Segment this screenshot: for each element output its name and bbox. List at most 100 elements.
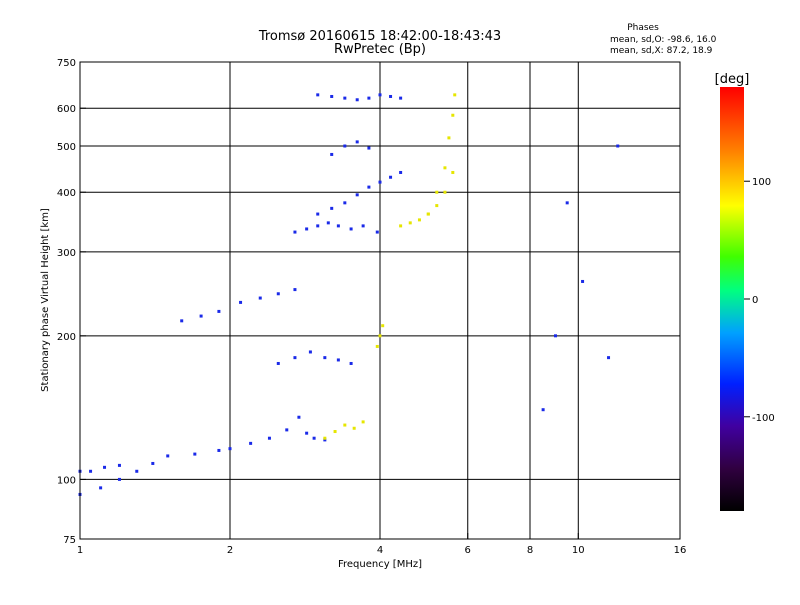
data-point	[239, 300, 243, 304]
x-tick-label: 8	[527, 545, 533, 556]
data-point	[276, 361, 280, 365]
data-point	[352, 426, 356, 430]
data-point	[343, 423, 347, 427]
data-point	[166, 454, 170, 458]
data-point	[451, 113, 455, 117]
data-point	[316, 224, 320, 228]
data-point	[228, 447, 232, 451]
data-point	[349, 227, 353, 231]
x-tick-label: 2	[227, 545, 233, 556]
x-tick-label: 4	[377, 545, 383, 556]
y-axis-label: Stationary phase Virtual Height [km]	[40, 208, 51, 392]
x-tick-label: 1	[77, 545, 83, 556]
data-point	[389, 94, 393, 98]
phases-stat-x: mean, sd,X: 87.2, 18.9	[610, 46, 713, 56]
data-point	[408, 221, 412, 225]
data-point	[293, 356, 297, 360]
data-point	[180, 319, 184, 323]
data-point	[293, 230, 297, 234]
data-point	[553, 334, 557, 338]
data-point	[355, 140, 359, 144]
data-point	[361, 224, 365, 228]
data-point	[443, 166, 447, 170]
y-tick-label: 75	[63, 535, 76, 546]
y-tick-label: 600	[57, 104, 76, 115]
data-point	[267, 436, 271, 440]
y-tick-label: 400	[57, 188, 76, 199]
colorbar-label: [deg]	[715, 72, 750, 87]
data-point	[389, 175, 393, 179]
x-tick-label: 10	[572, 545, 585, 556]
data-point	[361, 420, 365, 424]
data-point	[381, 324, 385, 328]
phases-header: Phases	[627, 23, 659, 33]
data-point	[316, 212, 320, 216]
data-point	[399, 224, 403, 228]
data-point	[333, 430, 337, 434]
data-point	[399, 170, 403, 174]
data-point	[343, 144, 347, 148]
y-tick-label: 300	[57, 248, 76, 259]
grid-lines	[80, 62, 680, 539]
data-point	[316, 93, 320, 97]
data-point	[117, 463, 121, 467]
data-point	[258, 296, 262, 300]
data-point	[336, 358, 340, 362]
data-point	[443, 190, 447, 194]
data-point	[378, 180, 382, 184]
data-point	[378, 334, 382, 338]
data-point	[343, 96, 347, 100]
data-point	[355, 98, 359, 102]
data-point	[451, 170, 455, 174]
data-point	[151, 461, 155, 465]
data-point	[367, 96, 371, 100]
data-point	[117, 477, 121, 481]
data-point	[323, 438, 327, 442]
data-point	[297, 415, 301, 419]
data-point	[336, 224, 340, 228]
data-point	[330, 206, 334, 210]
x-axis-ticks: 1 2 4 6 8 10 16	[77, 533, 687, 556]
data-point	[581, 279, 585, 283]
colorbar-tick-label: -100	[752, 413, 775, 424]
data-point	[607, 356, 611, 360]
data-point	[355, 193, 359, 197]
data-point	[276, 292, 280, 296]
data-point	[349, 361, 353, 365]
data-point	[217, 448, 221, 452]
x-tick-label: 16	[674, 545, 687, 556]
colorbar-tick-label: 100	[752, 177, 771, 188]
y-tick-label: 100	[57, 475, 76, 486]
chart-subtitle: RwPretec (Bp)	[334, 42, 426, 57]
data-point	[565, 201, 569, 205]
y-tick-label: 200	[57, 332, 76, 343]
data-point	[375, 344, 379, 348]
data-point	[99, 486, 103, 490]
data-point	[330, 152, 334, 156]
colorbar-ticks: 100 0 -100	[744, 177, 775, 424]
data-point	[199, 314, 203, 318]
colorbar-tick-label: 0	[752, 295, 758, 306]
data-point	[435, 190, 439, 194]
data-point	[399, 96, 403, 100]
colorbar	[720, 87, 744, 511]
x-axis-label: Frequency [MHz]	[338, 559, 422, 570]
data-point	[447, 136, 451, 140]
data-point	[135, 469, 139, 473]
x-tick-label: 6	[465, 545, 471, 556]
data-point	[616, 144, 620, 148]
y-tick-label: 750	[57, 58, 76, 69]
y-tick-label: 500	[57, 142, 76, 153]
data-point	[305, 431, 309, 435]
data-point	[417, 218, 421, 222]
data-point	[103, 465, 107, 469]
data-point	[323, 436, 327, 440]
data-point	[435, 204, 439, 208]
data-point	[367, 185, 371, 189]
data-point	[323, 356, 327, 360]
data-point	[217, 309, 221, 313]
data-point	[367, 146, 371, 150]
phases-stat-o: mean, sd,O: -98.6, 16.0	[610, 35, 717, 45]
